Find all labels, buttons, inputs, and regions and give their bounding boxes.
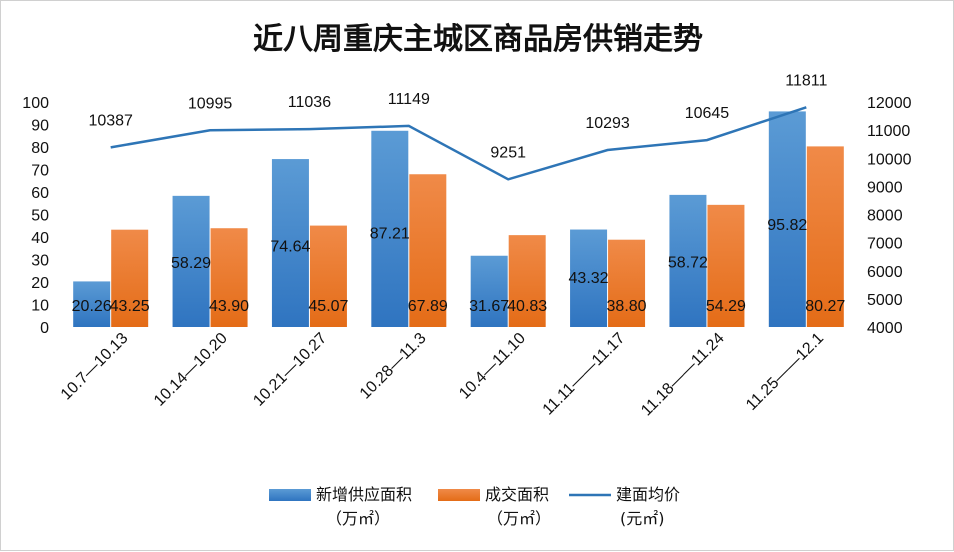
- left-axis-tick: 90: [31, 118, 49, 135]
- left-axis-tick: 30: [31, 253, 49, 270]
- x-axis-category-label: 11.25——12.1: [743, 330, 827, 414]
- right-axis-tick: 12000: [867, 95, 912, 112]
- legend-label-sales: 成交面积: [485, 485, 549, 504]
- bar-sales: [608, 239, 646, 327]
- left-axis-tick: 60: [31, 185, 49, 202]
- left-axis-tick: 100: [22, 95, 49, 112]
- bar-supply: [73, 281, 111, 327]
- x-axis-labels: 10.7—10.13 10.14—10.20 10.21—10.27 10.28—11…: [58, 330, 827, 420]
- bar-sales: [111, 229, 149, 327]
- price-line: [110, 106, 807, 181]
- bar-label-supply: 58.29: [171, 255, 211, 272]
- line-label-price: 11811: [785, 72, 827, 89]
- bar-supply: [172, 195, 210, 327]
- bar-series: [73, 111, 844, 327]
- legend-label-supply: 新增供应面积: [316, 485, 412, 504]
- legend-item-sales: 成交面积 （万㎡）: [438, 485, 551, 528]
- left-axis-tick: 80: [31, 140, 49, 157]
- bar-label-sales: 40.83: [507, 298, 547, 315]
- x-axis-category-label: 11.18——11.24: [638, 330, 728, 420]
- legend-swatch-sales: [438, 489, 480, 501]
- bar-supply: [470, 255, 508, 327]
- bar-label-supply: 95.82: [767, 217, 807, 234]
- right-axis-tick: 9000: [867, 179, 903, 196]
- left-y-axis: 0 10 20 30 40 50 60 70 80 90 100: [22, 95, 49, 337]
- right-axis-tick: 10000: [867, 151, 912, 168]
- line-label-price: 10293: [585, 115, 630, 132]
- x-axis-category-label: 10.14—10.20: [151, 330, 231, 410]
- bar-label-sales: 43.25: [110, 298, 150, 315]
- x-axis-category-label: 10.28—11.3: [357, 330, 430, 403]
- bar-label-sales: 43.90: [209, 298, 249, 315]
- bar-label-supply: 58.72: [668, 255, 708, 272]
- line-label-price: 9251: [490, 144, 526, 161]
- line-series: [110, 106, 807, 181]
- right-axis-tick: 8000: [867, 208, 903, 225]
- legend: 新增供应面积 （万㎡） 成交面积 （万㎡） 建面均价 (元㎡): [269, 485, 680, 528]
- bar-label-sales: 80.27: [805, 298, 845, 315]
- right-axis-tick: 7000: [867, 236, 903, 253]
- bar-supply: [271, 159, 309, 327]
- right-axis-tick: 6000: [867, 264, 903, 281]
- right-axis-tick: 11000: [867, 123, 910, 140]
- line-label-price: 10645: [685, 105, 730, 122]
- line-label-price: 10995: [188, 95, 233, 112]
- bar-label-supply: 43.32: [569, 270, 609, 287]
- legend-unit-supply: （万㎡）: [326, 509, 390, 528]
- x-axis-category-label: 10.4—11.10: [456, 330, 529, 403]
- legend-item-supply: 新增供应面积 （万㎡）: [269, 485, 412, 528]
- x-axis-category-label: 11.11——11.17: [540, 330, 629, 419]
- legend-unit-sales: （万㎡）: [487, 509, 551, 528]
- line-label-price: 11036: [288, 94, 331, 111]
- left-axis-tick: 40: [31, 230, 49, 247]
- legend-label-price: 建面均价: [616, 485, 680, 504]
- line-label-price: 10387: [88, 112, 133, 129]
- bar-supply: [371, 130, 409, 327]
- left-axis-tick: 20: [31, 275, 49, 292]
- right-y-axis: 4000 5000 6000 7000 8000 9000 10000 11000 12000: [867, 95, 912, 337]
- bar-label-sales: 38.80: [607, 298, 647, 315]
- bar-label-supply: 74.64: [270, 238, 310, 255]
- left-axis-tick: 10: [31, 298, 49, 315]
- bar-sales: [210, 228, 248, 327]
- line-label-price: 11149: [388, 91, 430, 108]
- bar-label-supply: 87.21: [370, 226, 410, 243]
- right-axis-tick: 4000: [867, 320, 903, 337]
- chart-title: 近八周重庆主城区商品房供销走势: [253, 22, 703, 57]
- legend-unit-price: (元㎡): [620, 509, 665, 528]
- bar-sales: [309, 225, 347, 327]
- bar-sales: [806, 146, 844, 327]
- bar-supply: [669, 194, 707, 327]
- bar-sales: [409, 174, 447, 327]
- bar-sales: [707, 204, 745, 327]
- bar-label-sales: 67.89: [408, 298, 448, 315]
- bar-supply: [768, 111, 806, 327]
- bar-label-supply: 31.67: [469, 298, 509, 315]
- bar-label-sales: 54.29: [706, 298, 746, 315]
- left-axis-tick: 50: [31, 208, 49, 225]
- right-axis-tick: 5000: [867, 292, 903, 309]
- legend-swatch-supply: [269, 489, 311, 501]
- line-data-labels: 10387 10995 11036 11149 9251 10293 10645 11811: [88, 72, 827, 161]
- bar-sales: [508, 235, 546, 327]
- legend-item-price: 建面均价 (元㎡): [569, 485, 680, 528]
- bar-label-supply: 20.26: [72, 298, 112, 315]
- bar-supply: [570, 229, 608, 327]
- x-axis-category-label: 10.21—10.27: [250, 330, 330, 410]
- left-axis-tick: 70: [31, 163, 49, 180]
- left-axis-tick: 0: [40, 320, 49, 337]
- bar-label-sales: 45.07: [308, 298, 348, 315]
- x-axis-category-label: 10.7—10.13: [58, 330, 132, 404]
